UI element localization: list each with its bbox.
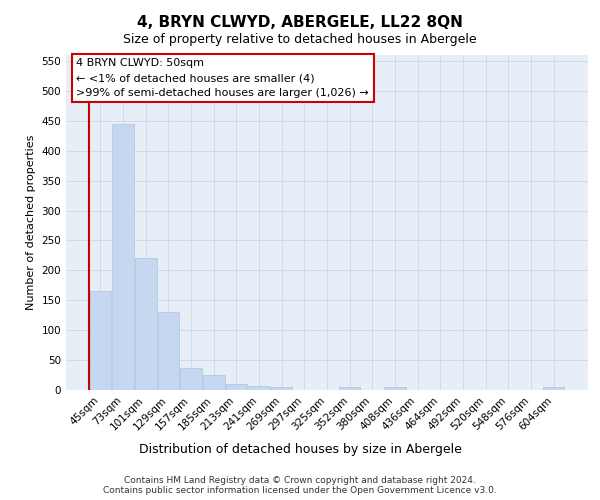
Bar: [203, 375, 224, 390]
Bar: [271, 387, 292, 390]
Text: Distribution of detached houses by size in Abergele: Distribution of detached houses by size …: [139, 442, 461, 456]
Text: Contains HM Land Registry data © Crown copyright and database right 2024.
Contai: Contains HM Land Registry data © Crown c…: [103, 476, 497, 495]
Text: 4 BRYN CLWYD: 50sqm
← <1% of detached houses are smaller (4)
>99% of semi-detach: 4 BRYN CLWYD: 50sqm ← <1% of detached ho…: [76, 58, 369, 98]
Text: Size of property relative to detached houses in Abergele: Size of property relative to detached ho…: [123, 32, 477, 46]
Bar: [384, 387, 406, 390]
Text: 4, BRYN CLWYD, ABERGELE, LL22 8QN: 4, BRYN CLWYD, ABERGELE, LL22 8QN: [137, 15, 463, 30]
Bar: [226, 384, 247, 390]
Bar: [158, 312, 179, 390]
Bar: [135, 258, 157, 390]
Bar: [543, 387, 564, 390]
Bar: [339, 387, 361, 390]
Bar: [112, 124, 134, 390]
Bar: [90, 292, 111, 390]
Bar: [248, 386, 270, 390]
Bar: [181, 368, 202, 390]
Y-axis label: Number of detached properties: Number of detached properties: [26, 135, 36, 310]
